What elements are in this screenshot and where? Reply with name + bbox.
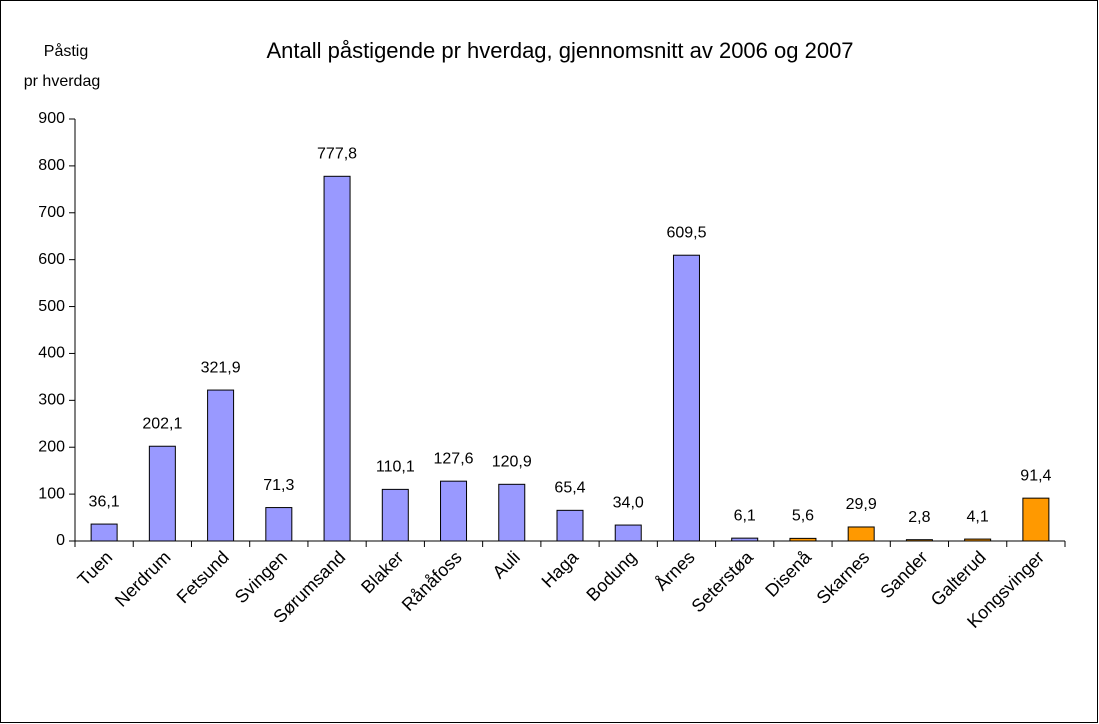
bar (789, 537, 817, 542)
bar (905, 539, 933, 542)
bar (207, 389, 235, 542)
value-label: 36,1 (89, 493, 120, 510)
bar (672, 254, 700, 542)
value-label: 609,5 (666, 224, 706, 241)
y-tick-label: 500 (38, 298, 65, 315)
value-label: 71,3 (263, 477, 294, 494)
value-label: 120,9 (492, 454, 532, 471)
bar (90, 523, 118, 542)
bar (847, 526, 875, 542)
value-label: 65,4 (554, 480, 585, 497)
bar (323, 175, 351, 542)
y-tick-label: 100 (38, 485, 65, 502)
bar (498, 483, 526, 542)
y-tick-label: 200 (38, 438, 65, 455)
y-tick-label: 300 (38, 392, 65, 409)
bar (265, 507, 293, 542)
value-label: 91,4 (1020, 467, 1051, 484)
bar (731, 537, 759, 542)
y-tick-label: 700 (38, 204, 65, 221)
value-label: 777,8 (317, 146, 357, 163)
bar (148, 445, 176, 542)
y-axis-label: pr hverdag (24, 73, 101, 90)
value-label: 29,9 (846, 496, 877, 513)
bar (964, 538, 992, 542)
y-tick-label: 800 (38, 157, 65, 174)
bar (440, 480, 468, 542)
value-label: 34,0 (613, 494, 644, 511)
value-label: 5,6 (792, 508, 814, 525)
y-tick-label: 400 (38, 345, 65, 362)
y-axis-label: Påstig (44, 42, 88, 60)
value-label: 321,9 (201, 359, 241, 376)
value-label: 4,1 (967, 508, 989, 525)
bar (614, 524, 642, 542)
y-tick-label: 600 (38, 251, 65, 268)
value-label: 2,8 (908, 509, 930, 526)
bar (381, 488, 409, 542)
value-label: 6,1 (734, 507, 756, 524)
bar (556, 509, 584, 542)
value-label: 202,1 (142, 415, 182, 432)
chart-title: Antall påstigende pr hverdag, gjennomsni… (266, 38, 853, 63)
bar (1022, 497, 1050, 542)
value-label: 127,6 (434, 450, 474, 467)
value-label: 110,1 (376, 459, 415, 476)
y-tick-label: 900 (38, 110, 65, 127)
y-tick-label: 0 (56, 532, 65, 549)
